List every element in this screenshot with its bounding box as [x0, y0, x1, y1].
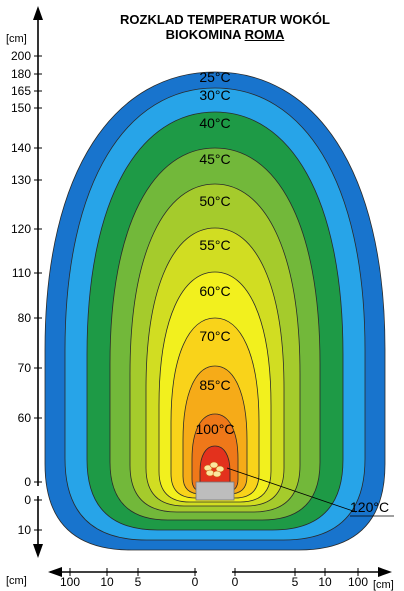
title-line-1: ROZKLAD TEMPERATUR WOKÓL [120, 12, 330, 27]
flame-lick [205, 469, 215, 477]
x-axis-tick-label: 10 [318, 575, 332, 589]
flame-icon [203, 461, 225, 478]
y-axis-tick-label: 0 [24, 493, 31, 507]
title-line-2: BIOKOMINA ROMA [60, 27, 390, 42]
y-axis-tick-label: 60 [18, 411, 32, 425]
callout-label-120c: 120°C [350, 499, 389, 515]
flame-lick [212, 470, 222, 478]
x-axis-tick-label: 10 [100, 575, 114, 589]
y-axis-arrow-down [33, 544, 43, 558]
zone-label-70c: 70°C [199, 328, 230, 344]
zone-label-100c: 100°C [195, 421, 234, 437]
y-axis-tick-label: 120 [11, 222, 31, 236]
y-axis-tick-label: 80 [18, 311, 32, 325]
callout-leader [226, 467, 357, 513]
x-axis-tick-label: 100 [348, 575, 368, 589]
zone-label-40c: 40°C [199, 115, 230, 131]
axes: [cm] 200 180 165 150 140 130 120 110 80 70 60 0 0 10 [c… [6, 6, 394, 591]
y-axis-tick-label: 70 [18, 361, 32, 375]
zone-label-55c: 55°C [199, 237, 230, 253]
zone-label-50c: 50°C [199, 193, 230, 209]
y-axis-tick-label: 180 [11, 67, 31, 81]
title-product-name: ROMA [244, 27, 285, 42]
x-axis-tick-label: 0 [192, 575, 199, 589]
zone-label-25c: 25°C [199, 69, 230, 85]
y-axis-unit: [cm] [6, 33, 27, 45]
x-axis-unit-right: [cm] [373, 579, 394, 591]
y-axis-tick-label: 130 [11, 173, 31, 187]
x-axis-tick-label: 5 [135, 575, 142, 589]
y-axis-tick-label: 165 [11, 84, 31, 98]
y-axis-tick-label: 200 [11, 49, 31, 63]
y-axis-arrow-up [33, 6, 43, 20]
zone-label-45c: 45°C [199, 151, 230, 167]
zone-label-60c: 60°C [199, 283, 230, 299]
y-axis-tick-label: 110 [12, 266, 31, 280]
zone-labels: 25°C 30°C 40°C 45°C 50°C 55°C 60°C 70°C 85°C 100°… [195, 69, 394, 517]
x-axis-tick-label: 100 [60, 575, 80, 589]
zone-label-30c: 30°C [199, 87, 230, 103]
y-axis-tick-label: 150 [11, 101, 31, 115]
x-axis-tick-label: 5 [292, 575, 299, 589]
x-axis-arrow-left [48, 567, 62, 577]
y-axis-tick-label: 140 [11, 141, 31, 155]
y-axis-tick-label: 0 [24, 475, 31, 489]
temperature-zones [44, 71, 386, 551]
y-axis-tick-label: 10 [18, 523, 32, 537]
zone-label-85c: 85°C [199, 377, 230, 393]
title-line-2-prefix: BIOKOMINA [165, 27, 245, 42]
x-axis-unit-left: [cm] [6, 575, 27, 587]
burner-box [195, 481, 235, 501]
x-axis-tick-label: 0 [232, 575, 239, 589]
diagram-title: ROZKLAD TEMPERATUR WOKÓL BIOKOMINA ROMA [60, 12, 390, 42]
x-axis-arrow-right [378, 567, 392, 577]
flame-lick [209, 461, 219, 469]
